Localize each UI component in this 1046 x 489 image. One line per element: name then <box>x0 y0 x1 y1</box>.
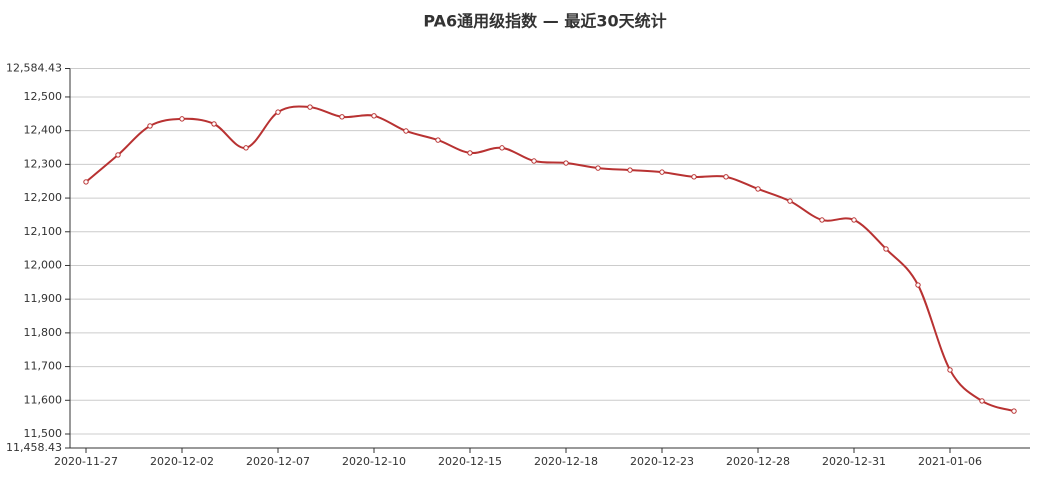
point <box>403 128 409 134</box>
y-tick-label: 12,100 <box>24 225 63 238</box>
point <box>467 150 473 156</box>
y-tick-label: 11,700 <box>24 360 63 373</box>
y-tick-label: 11,900 <box>24 292 63 305</box>
x-tick-label: 2020-11-27 <box>54 455 118 468</box>
chart-title: PA6通用级指数 — 最近30天统计 <box>423 12 666 31</box>
y-tick-label: 11,458.43 <box>6 441 62 454</box>
point <box>979 398 985 404</box>
x-tick-label: 2021-01-06 <box>918 455 982 468</box>
point <box>211 121 217 127</box>
x-tick-label: 2020-12-31 <box>822 455 886 468</box>
point <box>307 104 313 110</box>
point <box>851 217 857 223</box>
point <box>243 145 249 151</box>
x-tick-label: 2020-12-28 <box>726 455 790 468</box>
y-tick-label: 11,800 <box>24 326 63 339</box>
point <box>947 367 953 373</box>
x-tick-label: 2020-12-18 <box>534 455 598 468</box>
point <box>691 174 697 180</box>
y-tick-label: 12,200 <box>24 191 63 204</box>
point <box>915 282 921 288</box>
y-tick-label: 12,500 <box>24 90 63 103</box>
point <box>115 152 121 158</box>
point <box>179 116 185 122</box>
x-tick-label: 2020-12-23 <box>630 455 694 468</box>
point <box>531 158 537 164</box>
point <box>339 114 345 120</box>
point <box>819 217 825 223</box>
y-tick-label: 12,000 <box>24 258 63 271</box>
point <box>499 145 505 151</box>
point <box>883 246 889 252</box>
point <box>723 174 729 180</box>
point <box>563 160 569 166</box>
point <box>659 169 665 175</box>
y-tick-label: 12,400 <box>24 124 63 137</box>
x-tick-label: 2020-12-07 <box>246 455 310 468</box>
point <box>787 198 793 204</box>
y-tick-label: 12,300 <box>24 157 63 170</box>
point <box>755 186 761 192</box>
x-tick-label: 2020-12-02 <box>150 455 214 468</box>
point <box>275 109 281 115</box>
point <box>83 179 89 185</box>
y-tick-label: 11,500 <box>24 427 63 440</box>
point <box>1011 408 1017 414</box>
x-tick-label: 2020-12-15 <box>438 455 502 468</box>
line <box>85 105 1015 413</box>
point <box>147 123 153 129</box>
x-tick-label: 2020-12-10 <box>342 455 406 468</box>
point <box>371 113 377 119</box>
y-tick-label: 12,584.43 <box>6 62 62 75</box>
y-tick-label: 11,600 <box>24 393 63 406</box>
point <box>627 167 633 173</box>
point <box>435 137 441 143</box>
point <box>595 165 601 171</box>
